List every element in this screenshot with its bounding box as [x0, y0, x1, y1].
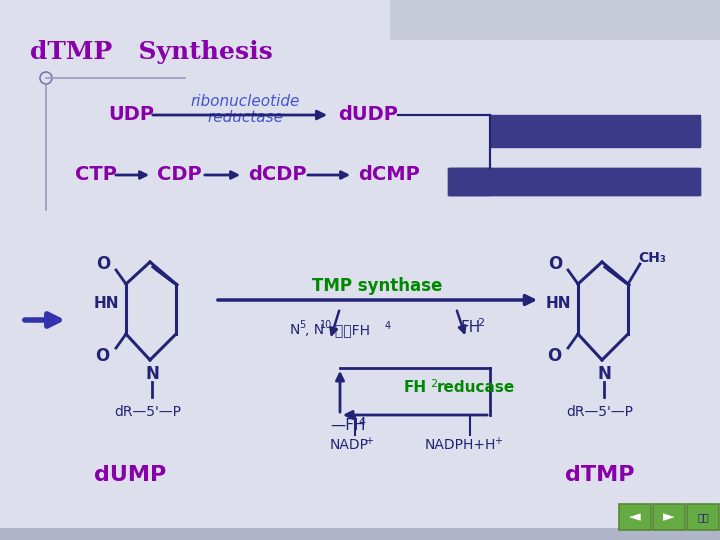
Text: 5: 5: [299, 320, 305, 330]
Text: N: N: [290, 323, 300, 337]
Text: ►: ►: [663, 510, 675, 524]
Polygon shape: [490, 115, 700, 145]
Polygon shape: [448, 168, 490, 195]
Text: +: +: [365, 436, 373, 446]
Text: ◄: ◄: [629, 510, 641, 524]
Text: dUMP: dUMP: [94, 465, 166, 485]
Text: FH: FH: [460, 321, 480, 335]
FancyBboxPatch shape: [653, 504, 685, 530]
Text: dTMP: dTMP: [565, 465, 635, 485]
Text: reducase: reducase: [437, 381, 516, 395]
Text: dCMP: dCMP: [358, 165, 420, 185]
Text: ribonucleotide: ribonucleotide: [190, 94, 300, 110]
Text: dR—5'—P: dR—5'—P: [114, 405, 181, 419]
Text: —FH: —FH: [330, 417, 366, 433]
Text: 2: 2: [430, 379, 437, 389]
FancyBboxPatch shape: [0, 528, 720, 540]
Text: UDP: UDP: [108, 105, 154, 125]
Text: O: O: [96, 255, 110, 273]
Polygon shape: [448, 168, 700, 195]
Polygon shape: [490, 120, 700, 147]
Text: 10: 10: [320, 320, 332, 330]
Text: dR—5'—P: dR—5'—P: [567, 405, 634, 419]
Text: N: N: [597, 365, 611, 383]
Text: 2: 2: [477, 318, 484, 328]
FancyBboxPatch shape: [390, 0, 720, 40]
Text: NADPH+H: NADPH+H: [425, 438, 496, 452]
Polygon shape: [450, 168, 700, 195]
Text: +: +: [494, 436, 502, 446]
FancyBboxPatch shape: [619, 504, 651, 530]
Text: , N: , N: [305, 323, 324, 337]
Text: -甲烯FH: -甲烯FH: [330, 323, 370, 337]
Text: O: O: [548, 255, 562, 273]
Text: 目次: 目次: [697, 512, 709, 522]
Text: NADP: NADP: [330, 438, 369, 452]
Text: reductase: reductase: [207, 111, 283, 125]
Text: HN: HN: [94, 296, 119, 312]
Text: N: N: [145, 365, 159, 383]
Text: dCDP: dCDP: [248, 165, 307, 185]
Text: O: O: [547, 347, 561, 365]
Text: O: O: [95, 347, 109, 365]
Text: HN: HN: [545, 296, 571, 312]
Text: dUDP: dUDP: [338, 105, 398, 125]
Text: 4: 4: [358, 417, 365, 427]
Text: 4: 4: [385, 321, 391, 331]
Text: FH: FH: [403, 381, 426, 395]
Text: CDP: CDP: [157, 165, 202, 185]
Text: CTP: CTP: [75, 165, 117, 185]
Text: dTMP   Synthesis: dTMP Synthesis: [30, 40, 273, 64]
Text: TMP synthase: TMP synthase: [312, 277, 442, 295]
Text: CH₃: CH₃: [638, 251, 666, 265]
FancyBboxPatch shape: [687, 504, 719, 530]
